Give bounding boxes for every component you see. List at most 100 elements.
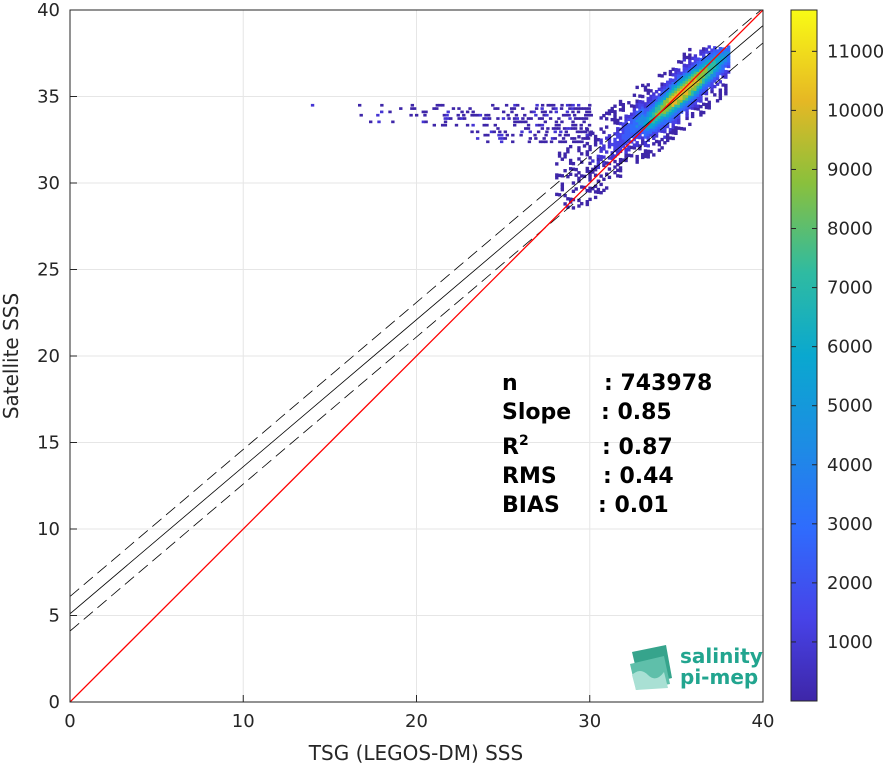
density-cell xyxy=(511,140,515,144)
density-cell xyxy=(685,75,689,79)
y-axis-label: Satellite SSS xyxy=(0,293,23,419)
density-cell xyxy=(685,55,689,60)
density-cell xyxy=(718,63,723,67)
density-cell xyxy=(674,79,678,83)
density-cell xyxy=(613,146,617,150)
density-cell xyxy=(563,152,567,156)
density-cell xyxy=(638,147,642,151)
density-cell xyxy=(671,106,675,110)
density-cell xyxy=(674,128,678,133)
density-cell xyxy=(674,120,678,124)
density-cell xyxy=(549,103,553,107)
density-cell xyxy=(649,114,653,118)
density-cell xyxy=(638,99,642,104)
density-cell xyxy=(671,95,675,99)
density-cell xyxy=(690,95,695,99)
density-cell xyxy=(540,123,545,127)
density-cell xyxy=(704,91,709,96)
density-cell xyxy=(657,87,662,92)
density-cell xyxy=(702,80,706,84)
density-cell xyxy=(657,109,662,114)
density-cell xyxy=(604,111,609,115)
density-cell xyxy=(668,92,673,96)
density-cell xyxy=(660,104,664,109)
density-cell xyxy=(677,90,681,94)
density-cell xyxy=(618,99,623,104)
density-cell xyxy=(699,113,703,117)
density-cell xyxy=(558,133,562,137)
density-cell xyxy=(511,133,515,137)
density-cell xyxy=(643,102,648,106)
density-cell xyxy=(665,113,670,118)
density-cell xyxy=(616,163,620,167)
density-cell xyxy=(674,90,678,94)
density-cell xyxy=(618,108,623,112)
density-cell xyxy=(688,64,692,68)
density-cell xyxy=(715,57,720,61)
density-cell xyxy=(718,66,723,70)
density-cell xyxy=(649,150,653,154)
density-cell xyxy=(618,157,623,162)
density-cell xyxy=(527,140,532,144)
density-cell xyxy=(566,174,570,179)
density-cell xyxy=(679,96,684,100)
fit-line xyxy=(70,25,763,615)
density-cell xyxy=(660,85,664,89)
density-cell xyxy=(627,123,631,127)
density-cell xyxy=(635,129,639,134)
density-cell xyxy=(624,117,628,121)
density-cell xyxy=(496,107,500,110)
density-cell xyxy=(632,121,637,125)
density-cell xyxy=(487,117,492,120)
density-cell xyxy=(685,113,689,118)
density-cell xyxy=(584,107,589,110)
density-cell xyxy=(646,108,650,112)
density-cell xyxy=(616,140,620,145)
density-cell xyxy=(679,88,684,92)
density-cell xyxy=(571,103,575,107)
density-cell xyxy=(618,135,623,140)
density-cell xyxy=(682,88,686,92)
density-cell xyxy=(568,161,573,165)
density-cell xyxy=(635,124,639,128)
density-cell xyxy=(715,99,720,103)
density-cell xyxy=(635,160,639,164)
density-cell xyxy=(665,105,670,109)
density-cell xyxy=(604,161,609,165)
density-cell xyxy=(649,108,653,112)
density-cell xyxy=(563,169,567,173)
density-cell xyxy=(688,97,692,102)
density-cell xyxy=(699,85,703,89)
density-cell xyxy=(710,67,714,72)
y-axis-ticks: 0 5 10 15 20 25 30 35 40 xyxy=(37,0,77,713)
x-tick-label: 0 xyxy=(64,711,75,732)
density-cell xyxy=(635,141,639,145)
density-cell xyxy=(660,137,664,142)
density-cloud xyxy=(310,45,731,210)
density-cell xyxy=(596,187,601,192)
density-cell xyxy=(568,172,573,176)
density-cell xyxy=(665,124,670,129)
density-cell xyxy=(726,64,731,69)
density-cell xyxy=(657,118,662,122)
density-cell xyxy=(688,61,692,66)
density-cell xyxy=(586,113,591,117)
density-cell xyxy=(718,96,723,101)
density-cell xyxy=(507,117,511,120)
density-cell xyxy=(724,89,728,93)
density-cell xyxy=(693,54,698,58)
density-cell xyxy=(668,80,673,85)
density-cell xyxy=(604,150,609,154)
density-cell xyxy=(685,111,689,115)
density-cell xyxy=(668,103,673,107)
density-cell xyxy=(674,87,678,91)
density-cell xyxy=(638,122,642,126)
density-cell xyxy=(699,68,703,73)
density-cell xyxy=(699,82,703,87)
density-cell xyxy=(624,147,628,152)
density-cell xyxy=(607,175,612,180)
density-cell xyxy=(668,119,673,124)
density-cell xyxy=(516,103,520,107)
density-cell xyxy=(503,137,508,140)
density-cell xyxy=(693,95,698,100)
